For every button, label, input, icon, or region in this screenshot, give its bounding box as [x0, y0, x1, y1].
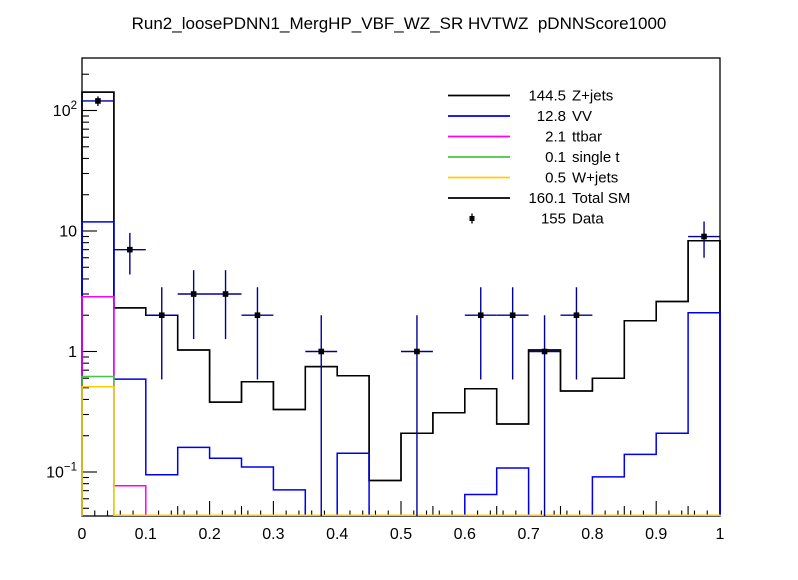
- legend-label: VV: [572, 108, 592, 125]
- series-z-jets: [81, 91, 721, 516]
- legend-value: 0.1: [545, 149, 566, 166]
- legend: 144.5 Z+jets 12.8 VV 2.1 ttbar 0.1 single t 0.5 W…: [448, 88, 630, 228]
- legend-value: 12.8: [537, 108, 566, 125]
- data-point-marker: [318, 348, 325, 355]
- legend-label: W+jets: [572, 170, 618, 187]
- x-tick-label: 0.2: [198, 526, 220, 543]
- legend-label: ttbar: [572, 129, 602, 146]
- y-axis-labels: 102 10 1 10−1: [46, 100, 77, 482]
- data-point-marker: [541, 348, 548, 355]
- x-tick-label: 0.7: [517, 526, 539, 543]
- x-tick-label: 0.1: [135, 526, 157, 543]
- legend-entry: 0.1 single t: [448, 149, 620, 166]
- x-tick-label: 0.3: [262, 526, 284, 543]
- legend-entry: 2.1 ttbar: [448, 129, 602, 146]
- legend-entry: 155 Data: [469, 211, 604, 228]
- y-tick-label: 10−1: [46, 462, 77, 482]
- legend-value: 160.1: [528, 190, 566, 207]
- data-point-marker: [477, 312, 484, 319]
- x-tick-label: 0: [78, 526, 87, 543]
- x-axis-ticks: [81, 501, 721, 516]
- data-point-marker: [573, 312, 580, 319]
- legend-label: Z+jets: [572, 88, 613, 105]
- x-tick-label: 0.9: [645, 526, 667, 543]
- x-tick-label: 1: [716, 526, 725, 543]
- data-point-marker: [509, 312, 516, 319]
- x-tick-label: 0.5: [390, 526, 412, 543]
- data-point-marker: [254, 312, 261, 319]
- y-tick-label: 10: [59, 224, 77, 241]
- data-point-marker: [414, 348, 420, 355]
- x-tick-label: 0.6: [454, 526, 476, 543]
- data-point-marker: [190, 291, 197, 297]
- data-point-marker: [127, 246, 133, 253]
- legend-marker-sample: [469, 216, 475, 221]
- legend-value: 155: [541, 211, 566, 228]
- legend-label: single t: [572, 149, 620, 166]
- x-axis-labels: 0 0.1 0.2 0.3 0.4 0.5 0.6 0.7 0.8 0.9 1: [78, 526, 725, 543]
- legend-entry: 144.5 Z+jets: [448, 88, 613, 105]
- data-point-marker: [701, 233, 707, 240]
- legend-value: 0.5: [545, 170, 566, 187]
- y-axis-ticks: [82, 73, 97, 509]
- legend-value: 144.5: [528, 88, 566, 105]
- legend-label: Data: [572, 211, 604, 228]
- legend-entry: 160.1 Total SM: [448, 190, 630, 207]
- x-tick-label: 0.4: [326, 526, 348, 543]
- data-points: [82, 96, 720, 516]
- data-point-marker: [222, 291, 229, 297]
- x-tick-label: 0.8: [581, 526, 603, 543]
- data-point-marker: [95, 98, 101, 104]
- legend-value: 2.1: [545, 129, 566, 146]
- legend-entry: 0.5 W+jets: [448, 170, 618, 187]
- data-point-marker: [158, 312, 165, 319]
- legend-entry: 12.8 VV: [448, 108, 592, 125]
- y-tick-label: 1: [68, 344, 77, 361]
- y-tick-label: 102: [53, 100, 77, 120]
- legend-label: Total SM: [572, 190, 630, 207]
- series-w-jets: [81, 385, 721, 516]
- plot-title: Run2_loosePDNN1_MergHP_VBF_WZ_SR HVTWZ p…: [132, 14, 667, 33]
